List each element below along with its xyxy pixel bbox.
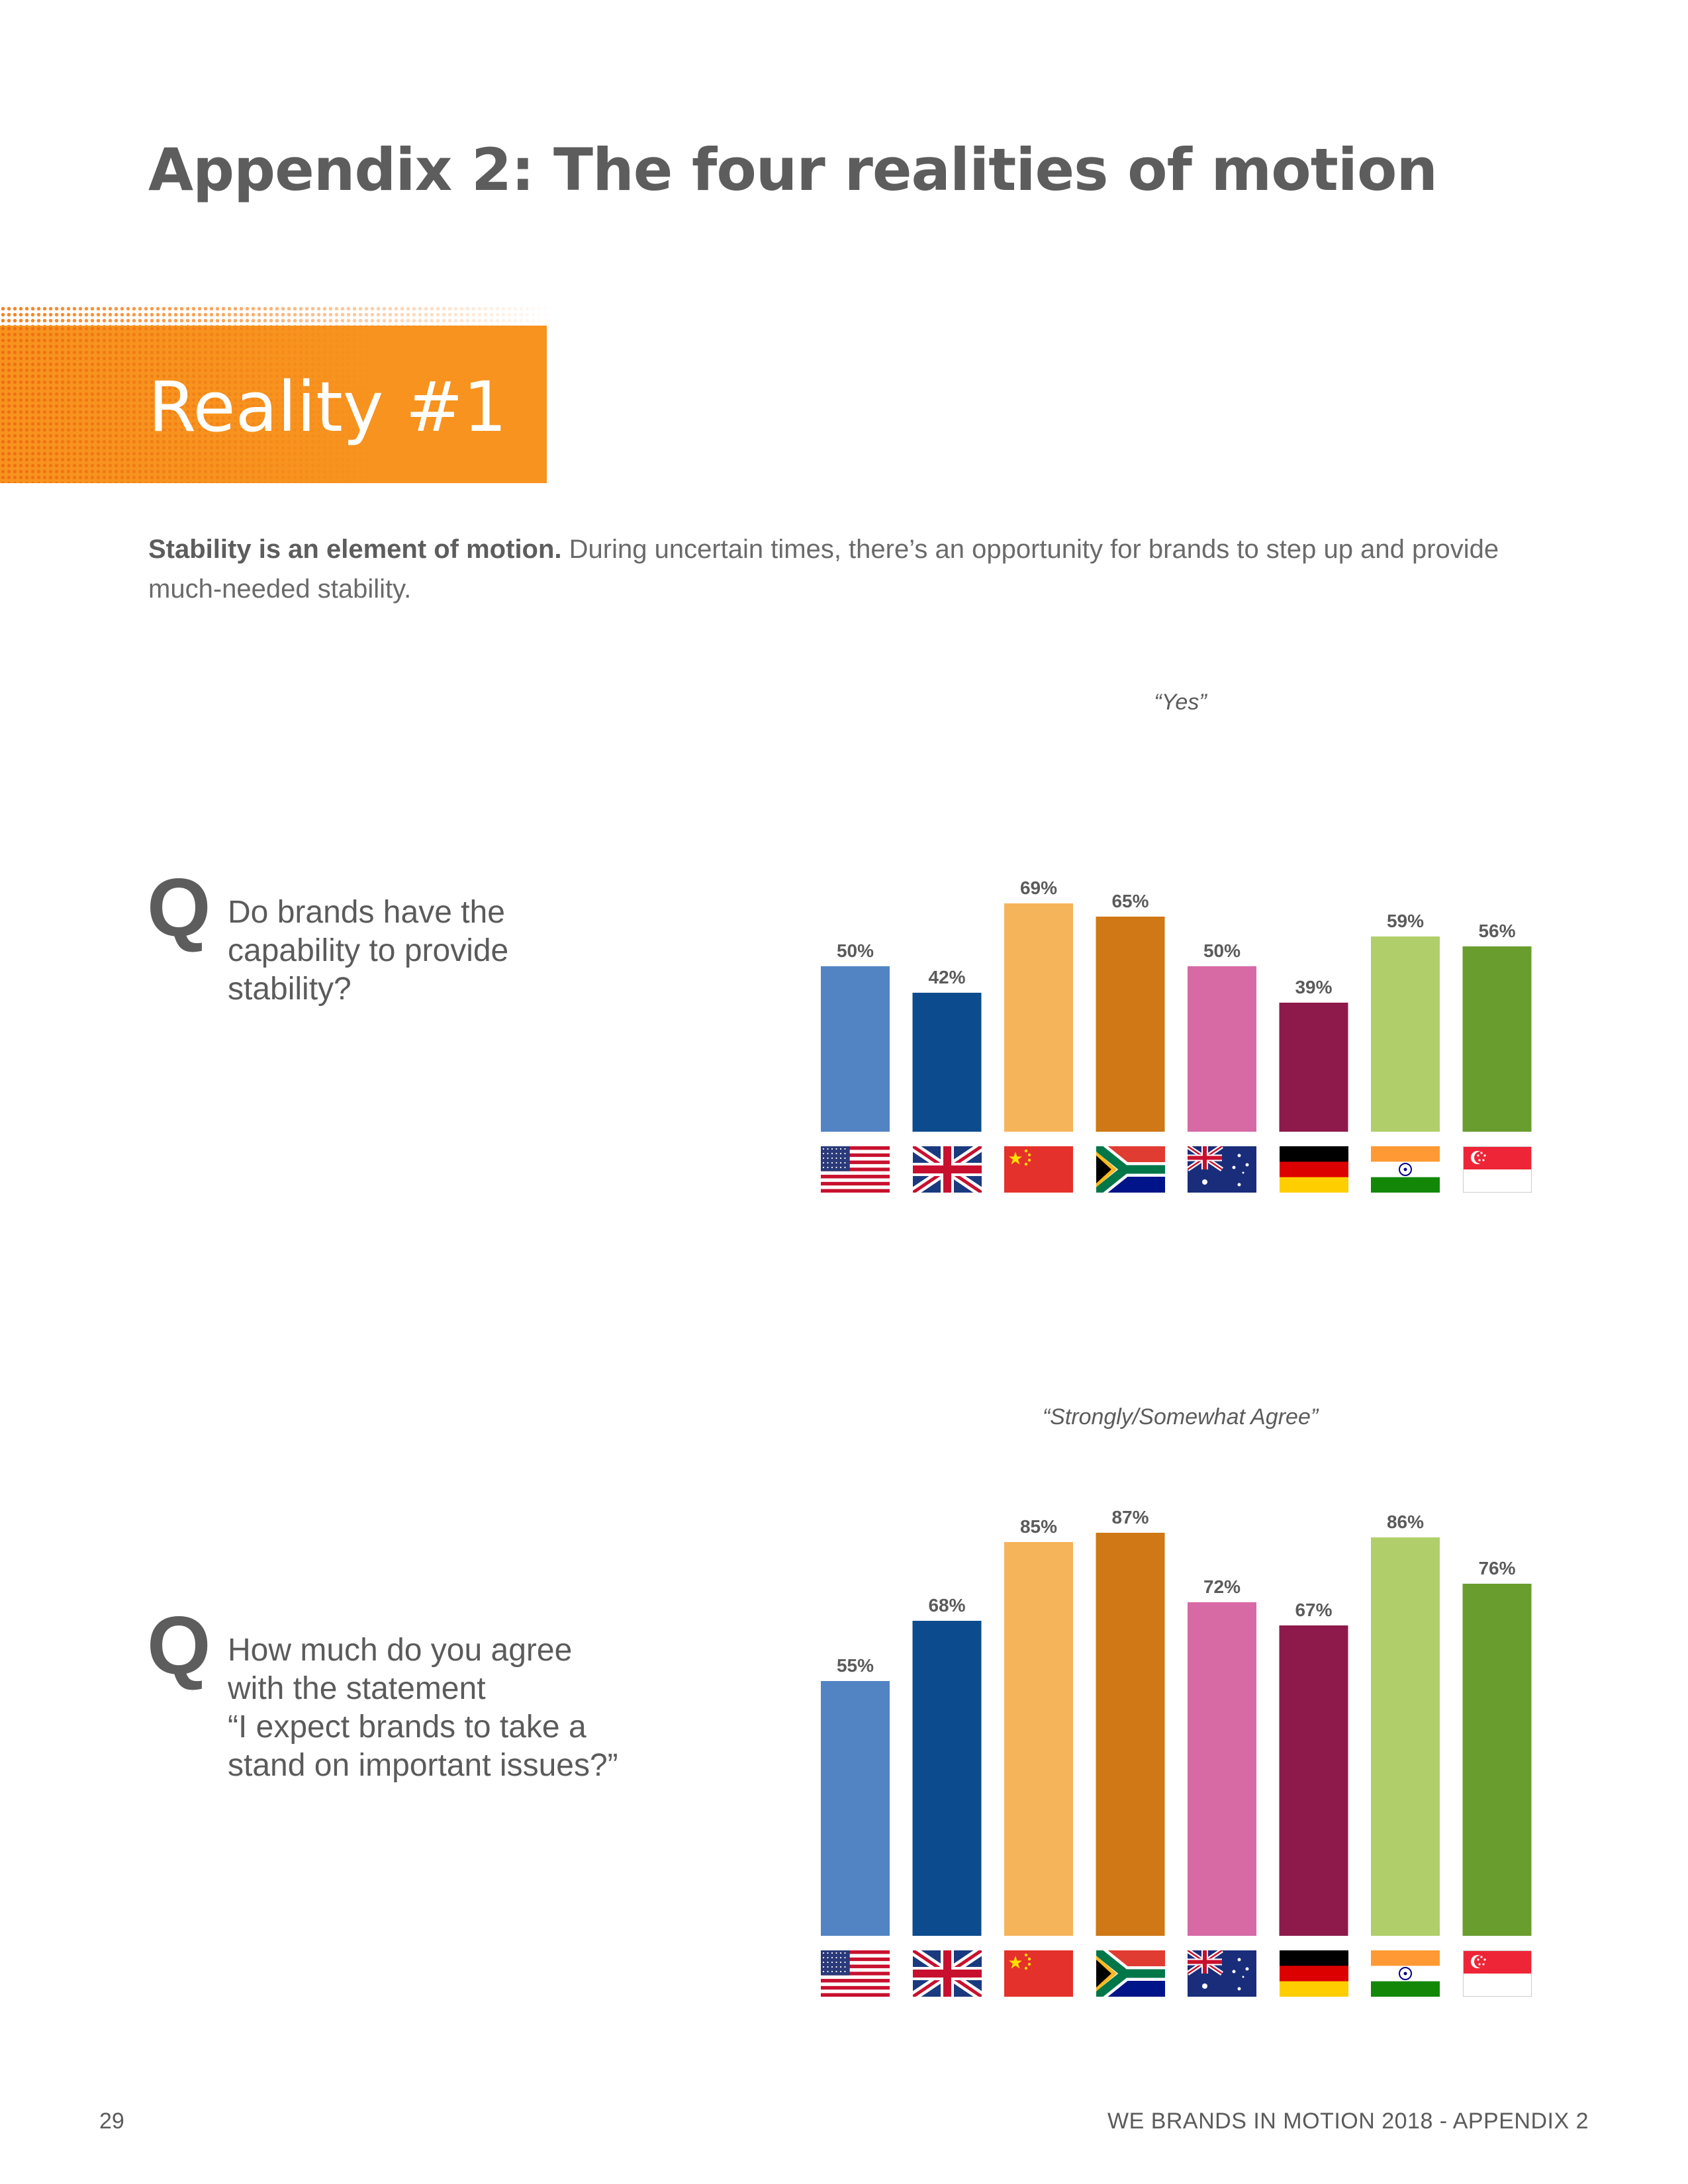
q-marker: Q <box>147 862 211 954</box>
south-africa-flag-icon <box>1096 1950 1165 1997</box>
bar-singapore <box>1462 946 1532 1132</box>
bar-south-africa <box>1096 1533 1165 1936</box>
bar-india <box>1371 1537 1440 1936</box>
singapore-flag-icon <box>1462 1950 1532 1997</box>
bar-australia <box>1188 1602 1256 1936</box>
uk-flag-icon <box>912 1950 982 1997</box>
data-label: 50% <box>1203 940 1241 961</box>
germany-flag-icon <box>1279 1950 1348 1997</box>
question-block-2: Q How much do you agree with the stateme… <box>0 1387 1688 2009</box>
reality-banner-title: Reality #1 <box>148 367 507 447</box>
data-label: 87% <box>1111 1507 1149 1527</box>
india-flag-icon <box>1371 1146 1440 1193</box>
data-label: 55% <box>837 1655 874 1676</box>
intro-text: During uncertain times, there’s an oppor… <box>148 535 1499 604</box>
data-label: 42% <box>928 967 965 987</box>
data-label: 50% <box>837 940 874 961</box>
chart-title: “Strongly/Somewhat Agree” <box>1042 1404 1319 1430</box>
data-label: 67% <box>1295 1600 1332 1620</box>
bar-united-states <box>821 966 890 1132</box>
question-text: How much do you agree with the statement… <box>228 1633 618 1783</box>
bar-chart-svg: 50% 42% 69% 65% 50% 39% 59% 56% <box>821 878 1532 1132</box>
question-block-1: Q Do brands have the capability to provi… <box>0 675 1688 1297</box>
intro-bold: Stability is an element of motion. <box>148 535 562 564</box>
bar-south-africa <box>1096 917 1165 1132</box>
uk-flag-icon <box>912 1146 982 1193</box>
australia-flag-icon <box>1188 1146 1256 1193</box>
data-label: 68% <box>928 1595 965 1615</box>
bar-australia <box>1188 966 1256 1132</box>
china-flag-icon <box>1004 1950 1073 1997</box>
bar-china <box>1004 1542 1073 1936</box>
bar-chart-capability: 50% 42% 69% 65% 50% 39% 59% 56% <box>821 675 1540 1218</box>
bar-germany <box>1279 1003 1348 1132</box>
bar-germany <box>1279 1625 1348 1936</box>
page-title: Appendix 2: The four realities of motion <box>148 136 1438 204</box>
bar-singapore <box>1462 1584 1532 1936</box>
bar-united-states <box>821 1681 890 1936</box>
data-label: 65% <box>1111 891 1149 911</box>
chart-title: “Yes” <box>1154 690 1207 715</box>
data-label: 85% <box>1020 1516 1057 1537</box>
india-flag-icon <box>1371 1950 1440 1997</box>
data-label: 72% <box>1203 1576 1241 1597</box>
data-label: 69% <box>1020 878 1057 898</box>
bar-chart-agreement: 55% 68% 85% 87% 72% 67% 86% 76% <box>821 1387 1540 2022</box>
south-africa-flag-icon <box>1096 1146 1165 1193</box>
us-flag-icon <box>821 1950 890 1997</box>
us-flag-icon <box>821 1146 890 1193</box>
australia-flag-icon <box>1188 1950 1256 1997</box>
bar-chart-svg: 55% 68% 85% 87% 72% 67% 86% 76% <box>821 1507 1532 1936</box>
q-marker: Q <box>147 1600 211 1692</box>
germany-flag-icon <box>1279 1146 1348 1193</box>
page-number: 29 <box>99 2109 124 2134</box>
china-flag-icon <box>1004 1146 1073 1193</box>
data-label: 86% <box>1387 1512 1424 1532</box>
data-label: 39% <box>1295 977 1332 997</box>
reality-banner: Reality #1 <box>0 326 547 483</box>
question-text: Do brands have the capability to provide… <box>228 895 509 1007</box>
bar-china <box>1004 903 1073 1132</box>
bar-united-kingdom <box>912 1621 982 1936</box>
data-label: 76% <box>1478 1558 1515 1578</box>
singapore-flag-icon <box>1462 1146 1532 1193</box>
bar-india <box>1371 936 1440 1132</box>
data-label: 59% <box>1387 911 1424 931</box>
intro-paragraph: Stability is an element of motion. Durin… <box>148 529 1545 609</box>
bar-united-kingdom <box>912 993 982 1132</box>
footer-title: WE BRANDS IN MOTION 2018 - APPENDIX 2 <box>1107 2109 1589 2134</box>
data-label: 56% <box>1478 921 1515 941</box>
